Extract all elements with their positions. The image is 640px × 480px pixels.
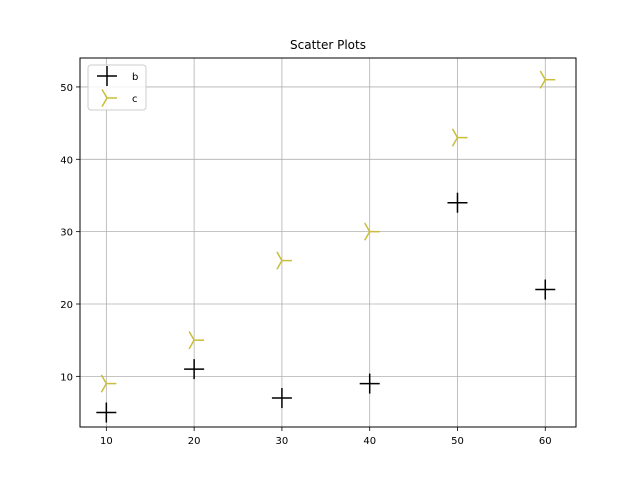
x-tick-label-40: 40 [363,436,376,447]
point-c-40 [364,222,380,241]
point-c-50 [451,128,468,147]
y-tick-label-10: 10 [60,372,73,383]
point-b-50 [447,192,468,213]
legend-glyph-c [101,88,117,108]
y-tick-label-30: 30 [60,228,73,239]
point-b-20 [184,359,205,380]
point-b-30 [271,388,292,409]
x-tick-label-30: 30 [276,436,289,447]
point-c-10 [100,374,117,393]
point-c-30 [276,251,292,270]
grid-lines [80,58,576,427]
y-tick-label-40: 40 [60,155,73,166]
x-tick-label-10: 10 [100,436,113,447]
point-c-20 [188,331,205,350]
legend-marker-c [101,88,117,108]
axis-ticks: 10 20 30 40 50 60 10 20 30 40 50 [60,83,551,447]
x-tick-label-20: 20 [188,436,201,447]
plot-area-frame [79,57,577,428]
point-b-40 [359,373,380,394]
point-b-10 [96,402,117,423]
point-b-60 [535,279,556,300]
y-tick-label-50: 50 [60,83,73,94]
x-tick-label-60: 60 [539,436,552,447]
chart-title: Scatter Plots [290,38,366,52]
data-markers [96,70,556,423]
y-tick-label-20: 20 [60,300,73,311]
legend-marker-b [97,66,117,86]
point-c-60 [539,70,556,89]
legend-label-b: b [132,72,138,83]
x-tick-label-50: 50 [451,436,464,447]
legend-glyph-b [97,66,117,86]
legend-label-c: c [132,94,138,105]
legend: b c [87,64,147,111]
